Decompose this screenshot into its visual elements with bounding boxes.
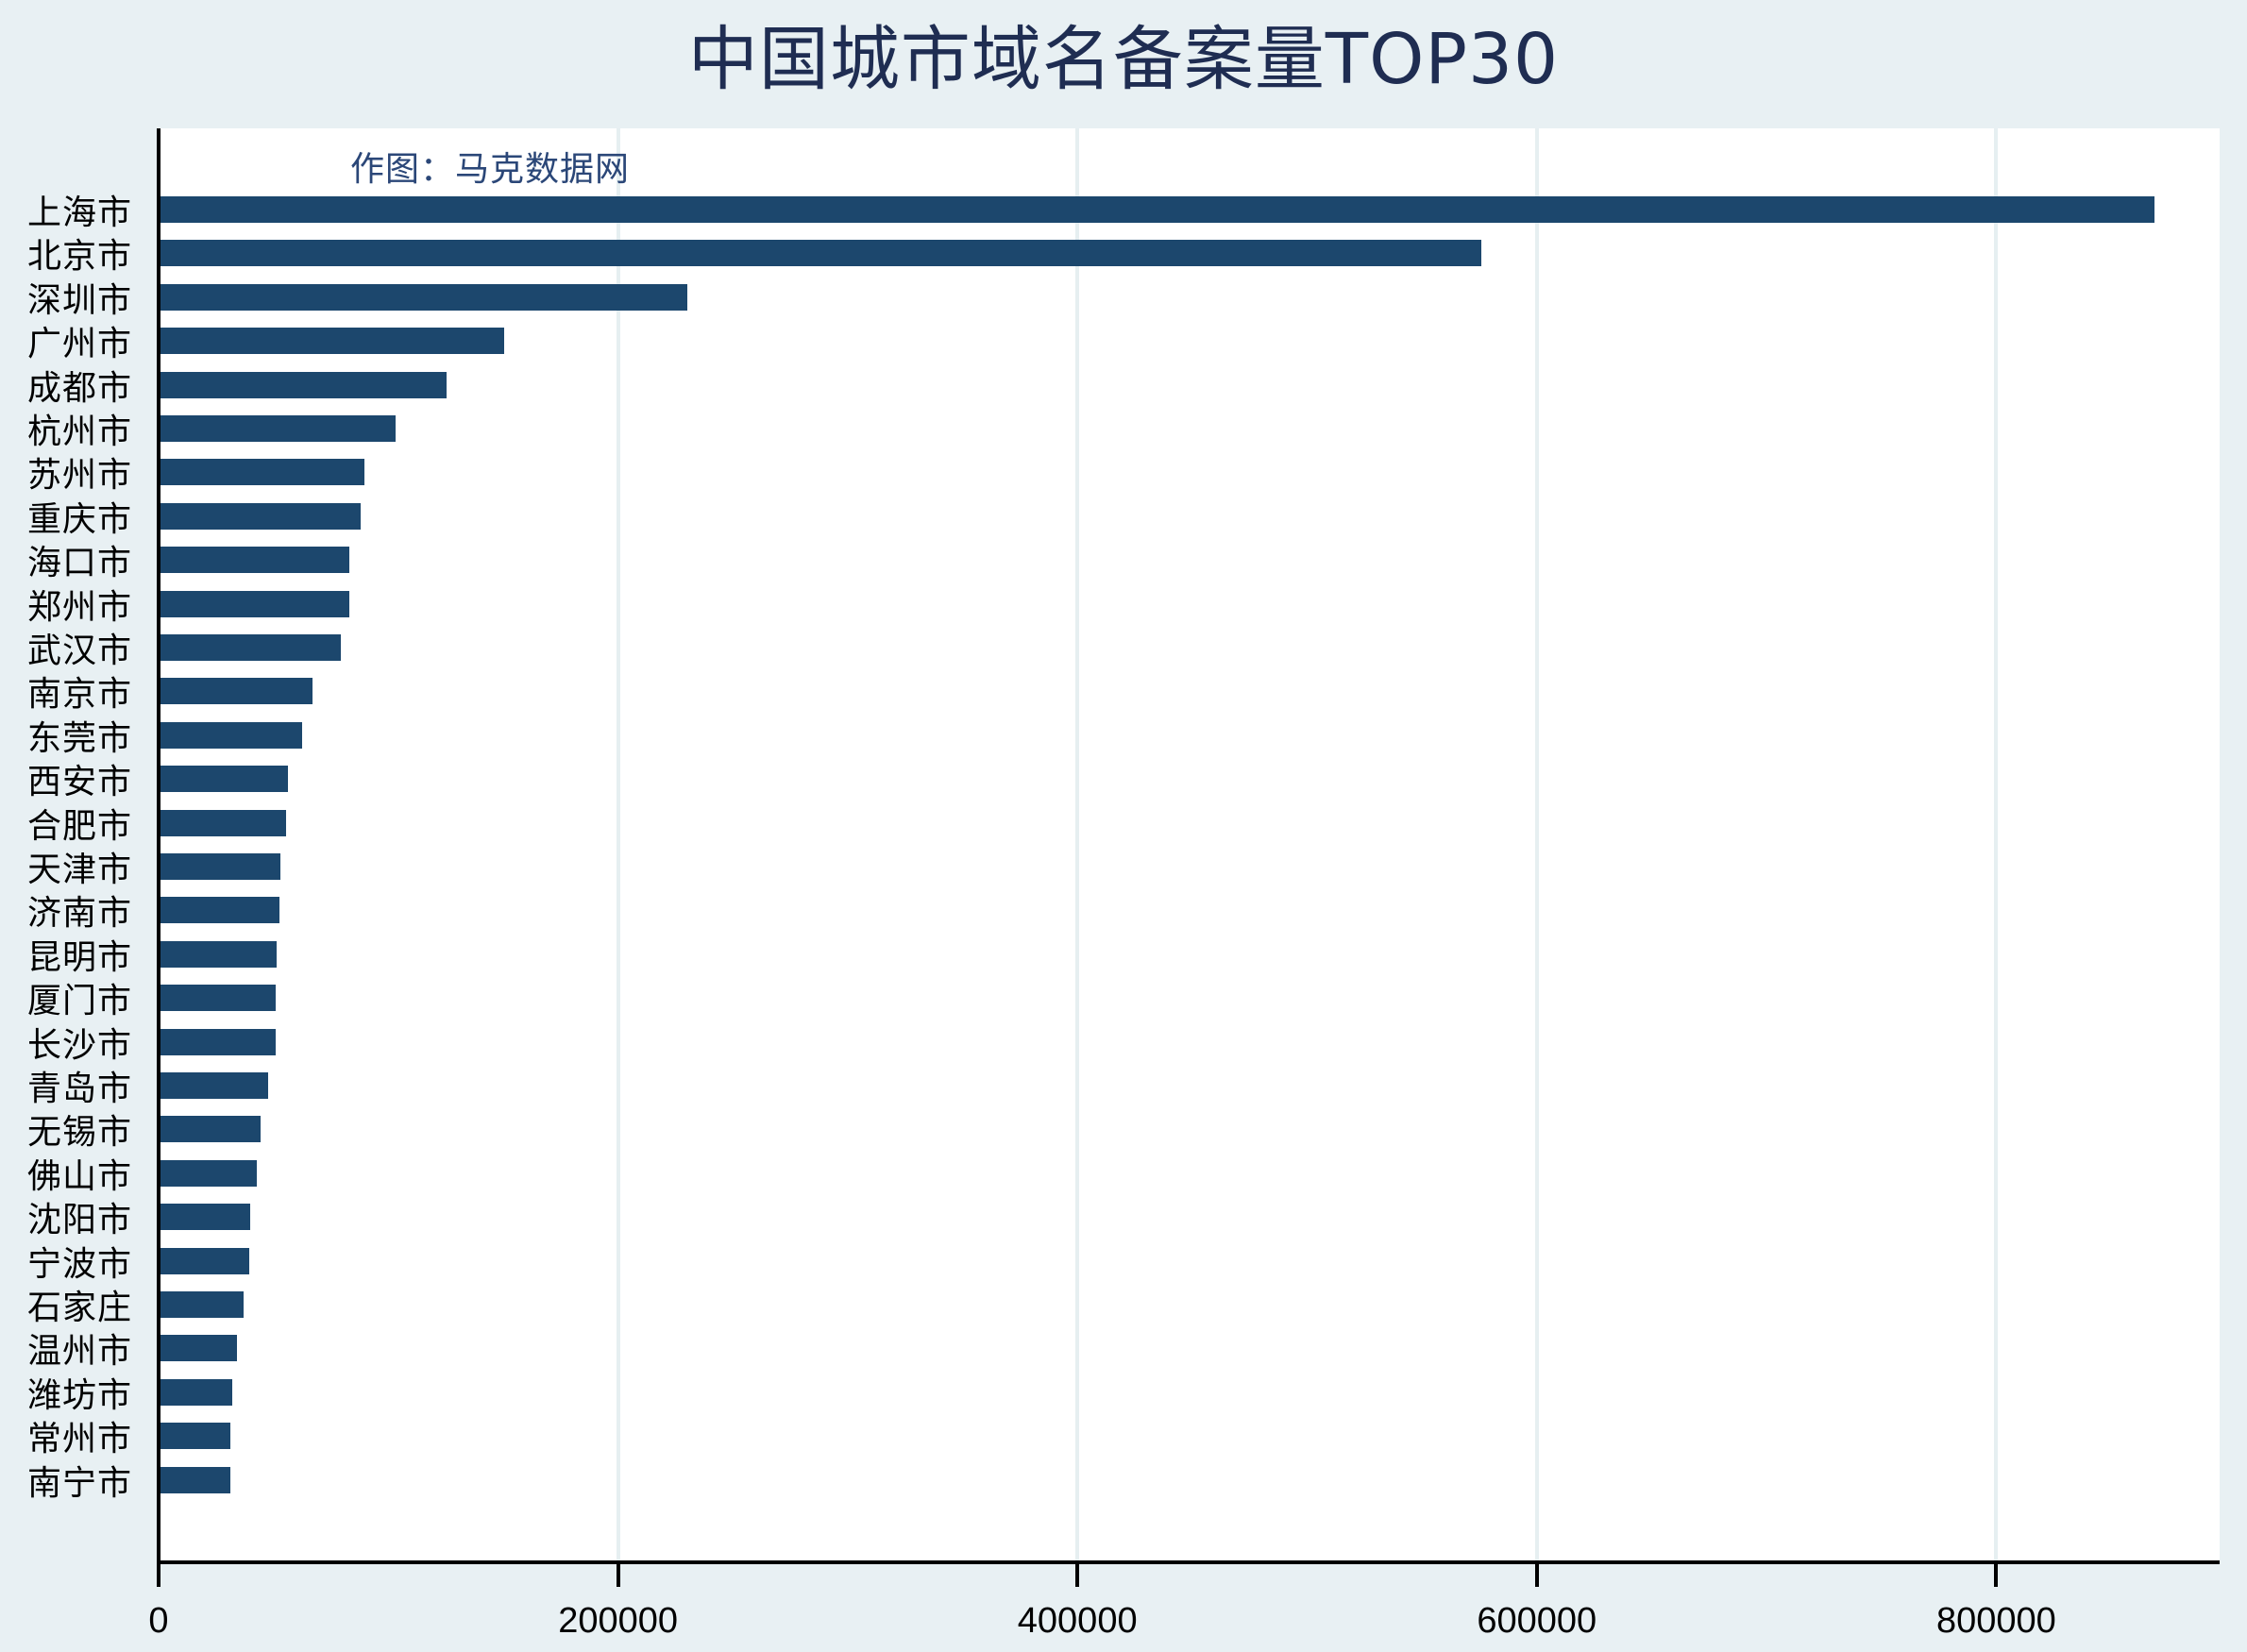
bar: [160, 1072, 269, 1099]
bar: [160, 547, 350, 574]
bar: [160, 1378, 232, 1406]
gridline: [1075, 128, 1080, 1562]
y-tick-label: 长沙市: [26, 1025, 132, 1065]
bar: [160, 1159, 257, 1187]
y-tick-label: 沈阳市: [26, 1201, 132, 1240]
y-tick-label: 厦门市: [26, 982, 132, 1021]
x-tick-label: 600000: [1477, 1601, 1597, 1641]
source-annotation: 作图：马克数据网: [350, 150, 631, 189]
y-tick-label: 杭州市: [26, 413, 132, 451]
y-tick-label: 宁波市: [26, 1244, 132, 1284]
gridline: [1994, 128, 1999, 1562]
y-tick-label: 武汉市: [26, 632, 132, 670]
bar: [160, 1028, 276, 1055]
gridline: [1534, 128, 1539, 1562]
y-tick-label: 常州市: [26, 1420, 132, 1459]
x-tick-label: 0: [148, 1601, 169, 1641]
y-tick-label: 成都市: [26, 368, 132, 408]
bar: [160, 196, 2155, 223]
y-tick-label: 上海市: [26, 194, 132, 232]
bar: [160, 240, 1482, 267]
bar: [160, 634, 341, 661]
bar: [160, 283, 687, 311]
x-tick-label: 800000: [1935, 1601, 2056, 1641]
x-tick-mark: [1075, 1562, 1080, 1587]
bar: [160, 590, 349, 617]
bar: [160, 678, 313, 705]
x-tick-mark: [616, 1562, 620, 1587]
bar: [160, 1291, 245, 1318]
y-tick-label: 佛山市: [26, 1156, 132, 1196]
bar: [160, 328, 504, 355]
y-tick-label: 南宁市: [26, 1463, 132, 1503]
bar: [160, 371, 447, 398]
y-tick-label: 南京市: [26, 675, 132, 715]
bar: [160, 766, 289, 793]
y-tick-label: 石家庄: [26, 1289, 132, 1327]
bar: [160, 897, 279, 924]
y-tick-label: 昆明市: [26, 937, 132, 977]
y-tick-label: 合肥市: [26, 806, 132, 846]
bar: [160, 1423, 230, 1450]
y-tick-label: 广州市: [26, 325, 132, 364]
bar: [160, 1204, 251, 1231]
y-tick-label: 温州市: [26, 1332, 132, 1372]
bar: [160, 459, 364, 486]
bar: [160, 502, 362, 530]
y-tick-label: 苏州市: [26, 456, 132, 496]
bar: [160, 1335, 238, 1362]
y-tick-label: 海口市: [26, 544, 132, 583]
bar: [160, 1466, 230, 1493]
y-tick-label: 青岛市: [26, 1070, 132, 1108]
chart-title: 中国城市域名备案量TOP30: [687, 19, 1560, 100]
y-tick-label: 郑州市: [26, 587, 132, 627]
y-tick-label: 深圳市: [26, 280, 132, 320]
bar: [160, 721, 302, 749]
bar: [160, 809, 286, 836]
y-tick-label: 重庆市: [26, 499, 132, 539]
bar: [160, 1116, 261, 1143]
x-tick-label: 200000: [558, 1601, 678, 1641]
y-tick-label: 天津市: [26, 851, 132, 889]
y-tick-label: 北京市: [26, 237, 132, 277]
y-tick-label: 无锡市: [26, 1113, 132, 1153]
bar: [160, 415, 397, 442]
x-tick-mark: [157, 1562, 160, 1587]
plot-area: [159, 128, 2220, 1562]
y-tick-label: 东莞市: [26, 718, 132, 758]
x-axis-line: [157, 1560, 2220, 1564]
y-axis-line: [157, 128, 160, 1565]
bar: [160, 853, 280, 880]
x-tick-mark: [1534, 1562, 1539, 1587]
bar: [160, 1247, 250, 1274]
bar: [160, 940, 278, 968]
x-tick-mark: [1994, 1562, 1999, 1587]
bar: [160, 985, 277, 1012]
x-tick-label: 400000: [1017, 1601, 1138, 1641]
y-tick-label: 潍坊市: [26, 1375, 132, 1415]
gridline: [616, 128, 620, 1562]
y-tick-label: 西安市: [26, 763, 132, 802]
y-tick-label: 济南市: [26, 894, 132, 934]
